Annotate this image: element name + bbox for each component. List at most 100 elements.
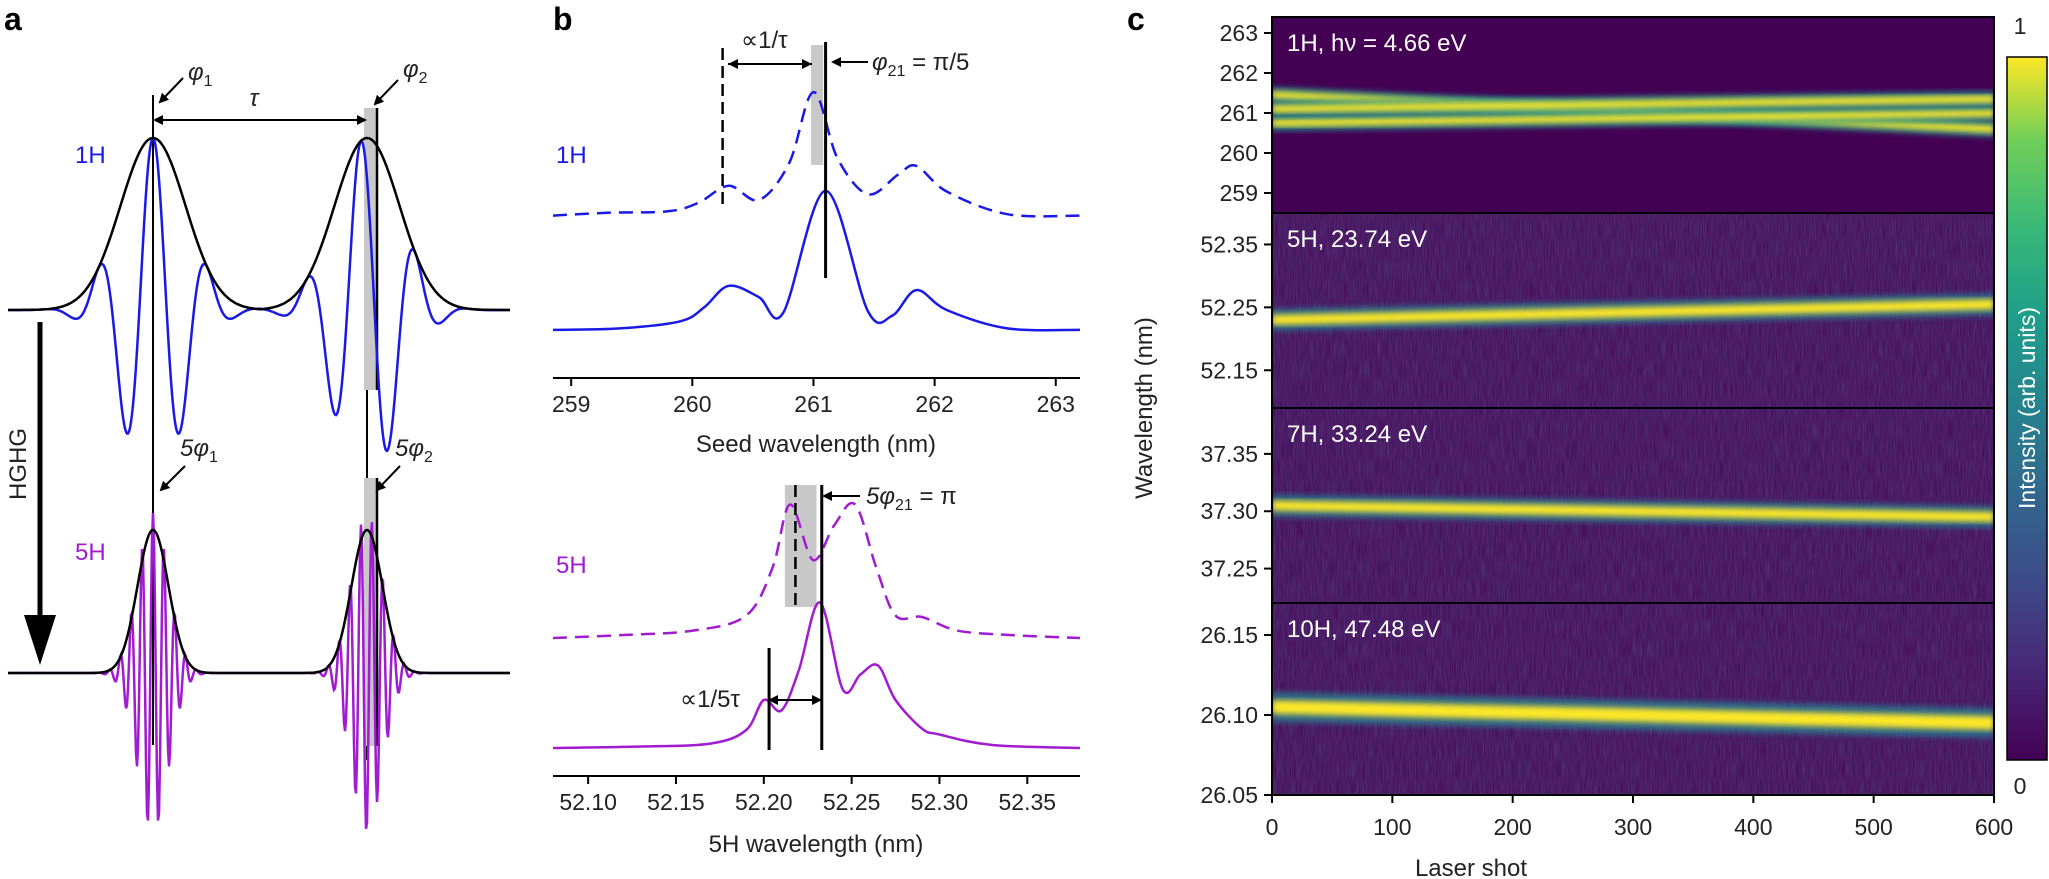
phi1-label: φ1 <box>188 59 213 90</box>
b-series-0-0 <box>552 90 1081 218</box>
c-heatmaps: 1H, hν = 4.66 eV 5H, 23.74 eV 7H, 33.24 eV… <box>1271 16 1995 796</box>
b-tick-label: 52.15 <box>647 789 705 815</box>
heatmap-band-core <box>1272 95 1994 113</box>
five-phi2-pointer <box>375 465 401 492</box>
heatmap-7H <box>1272 408 1994 603</box>
five-phi2-label: 5φ2 <box>395 435 433 466</box>
label-5H-b: 5H <box>556 552 587 579</box>
b-series-1-0 <box>552 501 1081 640</box>
colorbar-max: 1 <box>2014 13 2027 39</box>
c-ytick-label: 52.15 <box>1200 357 1258 383</box>
panel-a-letter: a <box>4 1 22 37</box>
heatmap-label: 10H, 47.48 eV <box>1287 616 1440 643</box>
c-xtick-label: 0 <box>1266 814 1279 840</box>
heatmap-band-core <box>1272 500 1994 522</box>
heatmap-band-core <box>1272 109 1994 127</box>
c-ytick-label: 52.35 <box>1200 231 1258 257</box>
label-1H-a: 1H <box>75 142 106 169</box>
b-curves <box>552 90 1081 750</box>
b-tick-label: 52.25 <box>823 789 881 815</box>
b-tick-label: 259 <box>552 391 590 417</box>
colorbar-label: Intensity (arb. units) <box>2014 307 2040 509</box>
tau-arrow-right-head <box>357 115 367 125</box>
phi21-label: φ21 = π/5 <box>872 49 969 80</box>
c-ytick-label: 26.05 <box>1200 782 1258 808</box>
phi1-pointer <box>158 77 184 104</box>
b-tick-label: 52.20 <box>735 789 793 815</box>
panel-a: a τ φ1 φ2 1H 5H HGHG 5φ1 5φ2 <box>4 1 510 830</box>
pulse-5H-envelope <box>8 528 510 675</box>
five-phi21-label: 5φ21 = π <box>866 483 957 514</box>
prop-tau-label: ∝1/τ <box>741 27 788 54</box>
b-tick-label: 52.35 <box>999 789 1057 815</box>
c-ytick-label: 262 <box>1220 60 1258 86</box>
prop-5tau-right-head <box>812 695 822 705</box>
b-series-0-1 <box>552 189 1081 332</box>
c-ylabel: Wavelength (nm) <box>1131 317 1158 499</box>
b-tick-label: 262 <box>915 391 953 417</box>
tau-arrow-left-head <box>153 115 163 125</box>
b-top-ticks: 259 260 261 262 263 <box>552 378 1075 417</box>
c-ytick-label: 52.25 <box>1200 294 1258 320</box>
c-xtick-label: 600 <box>1975 814 2013 840</box>
c-ytick-label: 261 <box>1220 100 1258 126</box>
panel-c-letter: c <box>1127 1 1145 37</box>
heatmap-band-core <box>1272 700 1994 730</box>
b-tick-label: 263 <box>1037 391 1075 417</box>
heatmap-label: 1H, hν = 4.66 eV <box>1287 30 1466 57</box>
c-yticks: 263 262 261 260 259 52.35 52.25 52.15 37.35 37.30… <box>1200 20 1272 808</box>
b-tick-label: 261 <box>794 391 832 417</box>
b-top-xlabel: Seed wavelength (nm) <box>696 431 936 458</box>
panel-a-curves <box>8 136 510 830</box>
hghg-label: HGHG <box>5 428 32 500</box>
b-shade <box>784 485 817 607</box>
colorbar-min: 0 <box>2014 773 2027 799</box>
prop-5tau-label: ∝1/5τ <box>680 686 741 713</box>
panel-b-letter: b <box>553 1 573 37</box>
tau-label: τ <box>250 85 261 112</box>
c-xticks: 0 100 200 300 400 500 600 <box>1266 795 2013 840</box>
panel-b: b 259 260 261 262 263 Seed wavelength (nm) 5… <box>552 1 1081 858</box>
label-1H-b: 1H <box>556 142 587 169</box>
c-xtick-label: 400 <box>1734 814 1772 840</box>
c-xtick-label: 200 <box>1493 814 1531 840</box>
c-xtick-label: 500 <box>1854 814 1892 840</box>
heatmap-10H <box>1272 603 1994 795</box>
heatmap-5H <box>1272 213 1994 408</box>
c-ytick-label: 263 <box>1220 20 1258 46</box>
b-bot-xlabel: 5H wavelength (nm) <box>709 831 924 858</box>
b-bot-ticks: 52.10 52.15 52.20 52.25 52.30 52.35 <box>559 776 1056 815</box>
heatmap-band-core <box>1272 299 1994 325</box>
prop-tau-right-head <box>802 59 812 69</box>
b-shades <box>784 45 824 607</box>
five-phi1-pointer <box>159 465 186 492</box>
phi2-label: φ2 <box>403 56 428 87</box>
c-ytick-label: 260 <box>1220 140 1258 166</box>
prop-5tau-left-head <box>768 695 778 705</box>
b-tick-label: 260 <box>673 391 711 417</box>
heatmap-label: 5H, 23.74 eV <box>1287 226 1427 253</box>
pulse-1H-envelope <box>8 136 510 312</box>
c-xtick-label: 100 <box>1373 814 1411 840</box>
c-ytick-label: 26.15 <box>1200 622 1258 648</box>
c-ytick-label: 26.10 <box>1200 702 1258 728</box>
b-tick-label: 52.30 <box>911 789 969 815</box>
heatmap-1H <box>1272 17 1994 213</box>
c-xlabel: Laser shot <box>1415 855 1527 879</box>
label-5H-a: 5H <box>75 539 106 566</box>
colorbar <box>2006 56 2048 761</box>
c-xtick-label: 300 <box>1614 814 1652 840</box>
b-markers <box>721 42 828 750</box>
b-tick-label: 52.10 <box>559 789 617 815</box>
c-ytick-label: 37.30 <box>1200 498 1258 524</box>
heatmap-label: 7H, 33.24 eV <box>1287 421 1427 448</box>
five-phi1-label: 5φ1 <box>180 435 218 466</box>
c-ytick-label: 259 <box>1220 180 1258 206</box>
c-ytick-label: 37.25 <box>1200 556 1258 582</box>
phi2-pointer <box>373 79 399 106</box>
panel-c: c 1H, hν = 4.66 eV 5H, 23.74 eV 7H, 33.24 … <box>1127 1 2048 879</box>
prop-tau-left-head <box>728 59 738 69</box>
b-series-1-1 <box>552 601 1081 750</box>
c-ytick-label: 37.35 <box>1200 441 1258 467</box>
